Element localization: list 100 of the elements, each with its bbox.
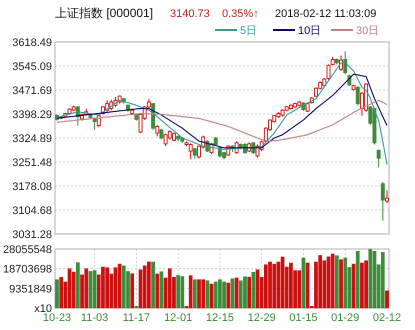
bar [343, 258, 348, 308]
bar [339, 259, 343, 308]
bar [318, 255, 322, 308]
y-tick-label: 9351849 [9, 283, 52, 296]
candlestick [155, 124, 160, 137]
bar [72, 272, 76, 308]
candlestick [385, 190, 389, 204]
candlestick [376, 148, 381, 168]
line-series [56, 74, 388, 148]
y-tick-label: 3178.08 [12, 181, 52, 193]
candlestick [164, 133, 168, 147]
bar [168, 268, 172, 308]
bar [180, 276, 184, 308]
bar [201, 279, 206, 308]
bar [364, 260, 368, 308]
y-tick-label: 3618.49 [12, 37, 52, 49]
bar [101, 266, 105, 308]
bar [59, 277, 64, 308]
bar [352, 264, 356, 308]
bar [230, 278, 234, 308]
bar [385, 290, 389, 308]
x-tick-label: 12-29 [248, 312, 276, 324]
x-tick-label: 01-29 [331, 312, 360, 324]
bar [76, 262, 80, 308]
bar [356, 250, 360, 308]
x-tick-label: 12-15 [206, 312, 234, 324]
bar [68, 268, 72, 308]
y-tick-label: 18703698 [3, 264, 52, 276]
bar [118, 264, 122, 308]
x-tick-label: 12-01 [164, 312, 192, 324]
bar [206, 280, 210, 308]
bar [138, 269, 142, 308]
bar [214, 282, 218, 308]
candlestick [192, 148, 197, 160]
legend-label: 10日 [298, 25, 322, 37]
bar [197, 279, 201, 308]
text: 2018-02-12 11:03:09 [275, 8, 376, 20]
bar [147, 262, 151, 308]
candlestick [188, 143, 193, 160]
bar [188, 275, 193, 308]
bar [243, 276, 247, 308]
y-tick-label: 28055548 [3, 244, 52, 256]
chart-title: 上证指数 [000001] [55, 6, 154, 20]
bar [256, 269, 260, 308]
bar [247, 276, 251, 308]
x-tick-label: 11-17 [122, 312, 150, 324]
y-tick-label: 3324.89 [12, 133, 52, 145]
bar [84, 268, 88, 308]
y-tick-label: 3471.69 [12, 85, 52, 97]
bar [360, 262, 364, 308]
x-tick-label: 11-03 [80, 312, 108, 324]
bar [280, 256, 284, 308]
bar [264, 264, 268, 308]
y-tick-label: 3545.09 [12, 61, 52, 73]
legend-label: 5日 [240, 25, 258, 37]
bar [380, 252, 385, 308]
bar [226, 282, 230, 308]
bar [238, 280, 243, 308]
candlestick [159, 128, 164, 140]
bar [105, 267, 109, 308]
bar [289, 262, 293, 308]
legend-label: 30日 [356, 25, 380, 37]
candlestick [380, 182, 385, 222]
candlestick [168, 130, 172, 140]
y-tick-label: 3031.28 [12, 229, 52, 241]
bar [142, 265, 147, 308]
bar [306, 262, 310, 308]
y-tick-label: 3251.48 [12, 157, 52, 169]
bar [251, 272, 256, 308]
bar [335, 255, 339, 308]
bar [210, 284, 214, 308]
bar [130, 273, 134, 308]
x-tick-label: 10-23 [42, 312, 72, 324]
bar [330, 254, 335, 308]
bar [372, 250, 376, 308]
bar [218, 279, 222, 308]
bar [268, 262, 272, 308]
x-tick-label: 02-12 [372, 312, 402, 324]
bar [92, 270, 96, 308]
bar [193, 279, 197, 308]
y-tick-label: 3104.68 [12, 205, 52, 217]
bar [155, 274, 160, 308]
bar [297, 270, 302, 308]
bar [114, 267, 118, 308]
bar [160, 271, 164, 308]
bar [122, 265, 126, 308]
bar [234, 278, 238, 308]
bar [368, 249, 372, 308]
bar [272, 264, 276, 308]
bar [222, 282, 226, 308]
bar [176, 275, 180, 308]
bar [55, 279, 59, 308]
x-tick-label: 01-15 [289, 312, 318, 324]
bar [302, 258, 306, 308]
text: 0.35%↑ [222, 8, 259, 20]
text: 3140.73 [170, 8, 210, 20]
y-tick-label: 3398.29 [12, 109, 52, 121]
bar [88, 271, 92, 308]
bar [151, 262, 155, 308]
bar [326, 256, 330, 308]
